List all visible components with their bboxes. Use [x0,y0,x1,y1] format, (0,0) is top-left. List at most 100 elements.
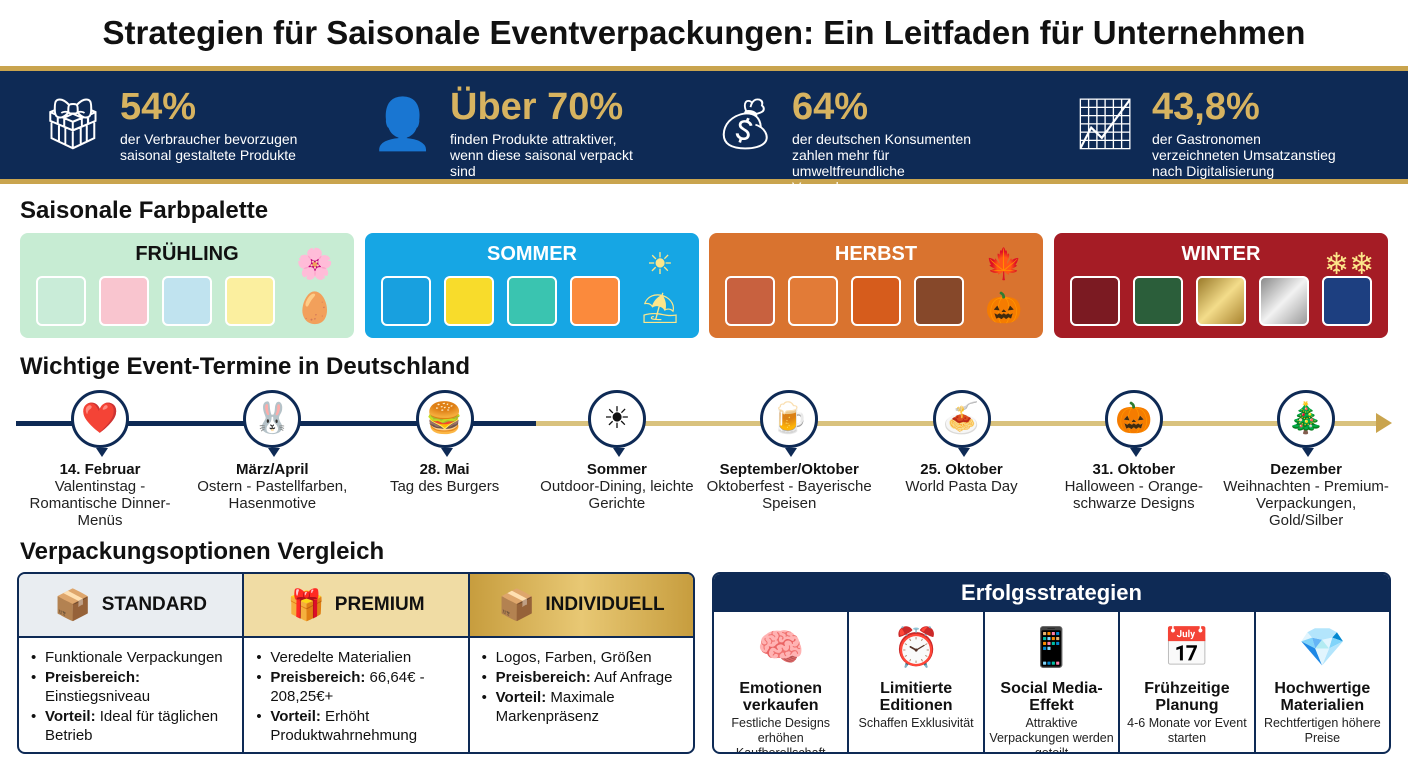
feature-text: Maximale Markenpräsenz [495,689,615,725]
option-features: Veredelte Materialien Preisbereich: 66,64… [244,638,467,746]
season-name: FRÜHLING [135,243,239,265]
strategy-card: ⏰ Limitierte Editionen Schaffen Exklusivit… [849,612,985,752]
stat-text: der Gastronomen verzeichneten Umsatzanst… [1152,131,1336,179]
option-name: INDIVIDUELL [545,594,665,615]
event-description: Weihnachten - Premium-Verpackungen, Gold… [1223,478,1389,529]
season-name: WINTER [1181,243,1261,265]
beer-mug-icon: 🍺 [760,390,819,457]
flower-easter-egg-icon: 🌸 🥚 [296,248,334,325]
feature-item: Vorteil: Ideal für täglichen Betrieb [29,707,242,745]
pasta-bowl-icon: 🍝 [932,390,991,457]
season-name: HERBST [834,243,918,265]
calendar-clock-icon: 📅 [1163,627,1211,669]
stat-item: 👤 Über 70% finden Produkte attraktiver, we… [366,87,640,179]
timeline-event: 🎄 Dezember Weihnachten - Premium-Verpackun… [1220,390,1392,529]
event-description: Valentinstag - Romantische Dinner-Menüs [29,478,171,529]
feature-text: Logos, Farben, Größen [495,649,652,666]
heart-icon: ❤️ [71,390,129,457]
season-card: WINTER ❄❄ [1054,233,1388,338]
timeline-event: 🐰 März/April Ostern - Pastellfarben, Hasen… [186,390,358,512]
color-swatch [1322,276,1372,326]
option-features: Logos, Farben, Größen Preisbereich: Auf A… [470,638,693,727]
stat-item: 📈︎ 43,8% der Gastronomen verzeichneten Ums… [1068,87,1342,179]
event-date: März/April [236,461,309,478]
event-description: Outdoor-Dining, leichte Gerichte [540,478,694,512]
event-description: Halloween - Orange-schwarze Designs [1064,478,1203,512]
feature-label: Vorteil: [270,708,321,725]
color-swatch [99,276,149,326]
gift-icon: 🎁︎ [41,96,105,152]
stat-value: 43,8% [1152,86,1260,128]
feature-label: Preisbereich: [45,669,141,686]
clock-star-icon: ⏰ [892,627,940,669]
stat-body: 43,8% der Gastronomen verzeichneten Umsat… [1152,87,1342,179]
timeline-event: 🍺 September/Oktober Oktoberfest - Bayerisc… [703,390,875,512]
season-name: SOMMER [487,243,577,265]
stat-body: 54% der Verbraucher bevorzugen saisonal g… [120,87,310,163]
color-swatch [381,276,431,326]
stat-body: Über 70% finden Produkte attraktiver, wen… [450,87,640,179]
strategy-card: 📅 Frühzeitige Planung 4-6 Monate vor Event… [1120,612,1256,752]
feature-label: Vorteil: [495,689,547,706]
color-swatch [1070,276,1120,326]
strategy-title: Limitierte Editionen [879,680,953,714]
store-growth-chart-icon: 📈︎ [1073,96,1137,152]
strategy-text: Rechtfertigen höhere Preise [1263,716,1381,745]
strategy-card: 📱 Social Media-Effekt Attraktive Verpackun… [985,612,1121,754]
feature-text: Veredelte Materialien [270,649,412,666]
timeline-event: ☀ Sommer Outdoor-Dining, leichte Gerichte [531,390,703,512]
stat-text: der deutschen Konsumenten zahlen mehr fü… [792,131,972,195]
stat-value: 54% [120,86,197,128]
strategy-title: Frühzeitige Planung [1144,680,1230,714]
event-description: Oktoberfest - Bayerische Speisen [706,478,872,512]
stats-banner: 🎁︎ 54% der Verbraucher bevorzugen saisonal… [0,66,1408,195]
stat-item: 💰︎ 64% der deutschen Konsumenten zahlen me… [708,87,982,195]
strategy-text: Attraktive Verpackungen werden geteilt [989,716,1114,754]
option-column: 🎁 PREMIUM Veredelte Materialien Preisbereic… [244,574,470,752]
event-date: 25. Oktober [920,461,1003,478]
gift-box-icon: 🎁 [287,588,325,622]
color-swatch [225,276,275,326]
strategy-text: Schaffen Exklusivität [858,716,974,730]
box-icon: 📦 [54,588,92,622]
leaves-pumpkin-icon: 🍁 🎃 [985,248,1023,325]
event-date: Sommer [586,461,647,478]
stat-text: finden Produkte attraktiver, wenn diese … [450,131,633,179]
strategy-card: 🧠 Emotionen verkaufen Festliche Designs er… [714,612,850,752]
stat-item: 🎁︎ 54% der Verbraucher bevorzugen saisonal… [36,87,310,167]
stat-text: der Verbraucher bevorzugen saisonal gest… [120,131,298,163]
strategies-heading: Erfolgsstrategien [714,574,1389,612]
feature-text: Funktionale Verpackungen [45,649,223,666]
diamond-tag-icon: 💎 [1298,627,1346,669]
event-date: Dezember [1270,461,1342,478]
season-card: FRÜHLING 🌸 🥚 [20,233,354,338]
event-description: Ostern - Pastellfarben, Hasenmotive [197,478,348,512]
palette-heading: Saisonale Farbpalette [20,197,269,224]
feature-item: Preisbereich: Auf Anfrage [480,668,693,687]
option-header: 📦 STANDARD [19,574,243,638]
timeline-heading: Wichtige Event-Termine in Deutschland [20,353,471,380]
snowflake-icon: ❄❄ [1324,248,1375,281]
option-column: 📦 STANDARD Funktionale Verpackungen Preisbe… [19,574,245,752]
strategies-panel: Erfolgsstrategien 🧠 Emotionen verkaufen Fe… [712,572,1391,754]
color-swatch [36,276,86,326]
timeline-event: 🍔 28. Mai Tag des Burgers [359,390,531,495]
season-card: SOMMER ☀ ⛱ [365,233,699,338]
event-description: Tag des Burgers [389,478,500,495]
feature-text: Erhöht Produktwahrnehmung [270,708,418,744]
feature-label: Preisbereich: [270,669,366,686]
event-description: World Pasta Day [905,478,1018,495]
option-features: Funktionale Verpackungen Preisbereich: Ei… [19,638,242,746]
feature-label: Vorteil: [45,708,96,725]
option-header: 🎁 PREMIUM [244,574,468,638]
feature-item: Veredelte Materialien [254,648,467,667]
color-swatch [1133,276,1183,326]
burger-icon: 🍔 [415,390,474,457]
option-name: STANDARD [101,594,207,615]
strategy-title: Emotionen verkaufen [739,680,823,714]
color-swatch [507,276,557,326]
head-heart-icon: 🧠 [757,627,805,669]
color-swatch [851,276,901,326]
color-swatch [570,276,620,326]
money-bag-hand-icon: 💰︎ [713,96,777,152]
